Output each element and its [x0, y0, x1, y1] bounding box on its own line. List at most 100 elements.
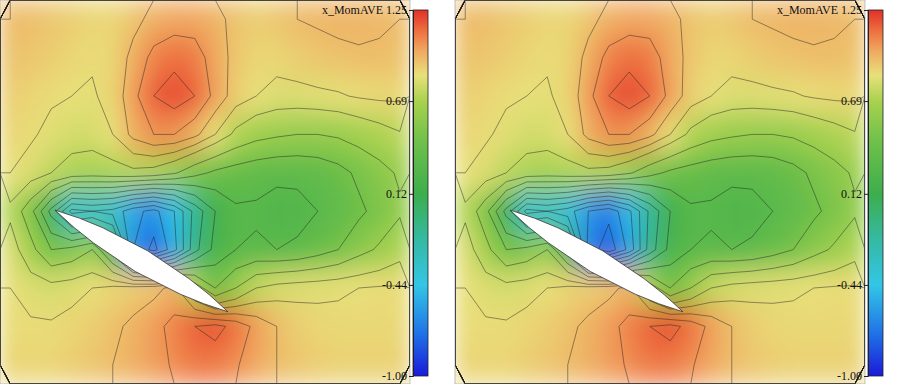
- cell: [578, 153, 600, 192]
- cell: [742, 153, 764, 192]
- cell: [803, 38, 825, 77]
- tick: 1.25: [841, 3, 868, 17]
- cell: [307, 76, 329, 115]
- cell: [41, 307, 63, 346]
- cell: [225, 192, 247, 231]
- cell: [803, 115, 825, 154]
- cell: [41, 0, 63, 39]
- cell: [61, 115, 83, 154]
- cell: [82, 76, 104, 115]
- cell: [389, 115, 410, 154]
- cell: [516, 345, 538, 384]
- tick-label: 0.12: [841, 187, 862, 201]
- cell: [619, 345, 641, 384]
- cell: [123, 76, 145, 115]
- contour-line: [0, 0, 410, 384]
- contour-line: [138, 35, 250, 384]
- cell: [516, 307, 538, 346]
- cell: [783, 192, 805, 231]
- tick-mark: [864, 10, 868, 11]
- cell: [803, 76, 825, 115]
- cell: [783, 115, 805, 154]
- contour-line: [455, 0, 865, 384]
- cell: [660, 38, 682, 77]
- cell: [660, 0, 682, 39]
- cell: [205, 38, 227, 77]
- cell: [123, 345, 145, 384]
- tick-label: 1.25: [841, 3, 862, 17]
- cell: [246, 115, 268, 154]
- contour-line: [455, 0, 865, 384]
- cell: [516, 115, 538, 154]
- cell: [225, 153, 247, 192]
- cell: [184, 0, 206, 39]
- tick: -0.44: [837, 278, 868, 292]
- cell: [143, 345, 165, 384]
- tick-mark: [409, 10, 413, 11]
- cell: [783, 307, 805, 346]
- cell: [266, 268, 288, 307]
- cell: [82, 345, 104, 384]
- cell: [557, 38, 579, 77]
- cell: [20, 192, 42, 231]
- cell: [205, 230, 227, 269]
- cell: [475, 115, 497, 154]
- tick-label: 0.69: [841, 94, 862, 108]
- cell: [496, 38, 518, 77]
- airfoil: [510, 210, 683, 312]
- panel: 1.250.690.12-0.44-1.00x_MomAVE: [455, 0, 884, 384]
- cell: [143, 192, 165, 231]
- contour-line: [455, 0, 865, 384]
- cell: [246, 230, 268, 269]
- cell: [557, 76, 579, 115]
- cell: [266, 76, 288, 115]
- field: [0, 0, 410, 384]
- color-bar-title: x_MomAVE: [322, 3, 383, 17]
- contour-line: [0, 0, 410, 384]
- cell: [266, 38, 288, 77]
- cell: [20, 153, 42, 192]
- cell: [721, 268, 743, 307]
- cell: [557, 268, 579, 307]
- cell: [0, 307, 21, 346]
- cell: [205, 0, 227, 39]
- cell: [225, 0, 247, 39]
- cell: [143, 0, 165, 39]
- cell: [742, 230, 764, 269]
- cell: [369, 230, 391, 269]
- cell: [619, 38, 641, 77]
- contour-line: [593, 35, 705, 384]
- tick-mark: [864, 376, 868, 377]
- contour-lines: [0, 0, 410, 384]
- cell: [762, 268, 784, 307]
- cell: [389, 230, 410, 269]
- cell: [266, 192, 288, 231]
- cell: [496, 76, 518, 115]
- cell: [619, 153, 641, 192]
- cell: [348, 38, 370, 77]
- color-bar: [868, 10, 883, 376]
- tick-mark: [409, 376, 413, 377]
- cell: [475, 268, 497, 307]
- cell: [619, 307, 641, 346]
- cell: [205, 345, 227, 384]
- cell: [348, 345, 370, 384]
- cell: [307, 153, 329, 192]
- cell: [266, 0, 288, 39]
- cell: [578, 345, 600, 384]
- cell: [184, 345, 206, 384]
- cell: [639, 38, 661, 77]
- cell: [0, 345, 21, 384]
- cell: [701, 192, 723, 231]
- color-bar-title: x_MomAVE: [777, 3, 838, 17]
- plot-area: [455, 0, 865, 384]
- cell: [742, 307, 764, 346]
- plot-area: [0, 0, 410, 384]
- tick: 1.25: [386, 3, 413, 17]
- cell: [742, 38, 764, 77]
- cell: [164, 0, 186, 39]
- cell: [61, 0, 83, 39]
- cell: [123, 307, 145, 346]
- color-axis-line: [409, 11, 414, 377]
- field: [455, 0, 865, 384]
